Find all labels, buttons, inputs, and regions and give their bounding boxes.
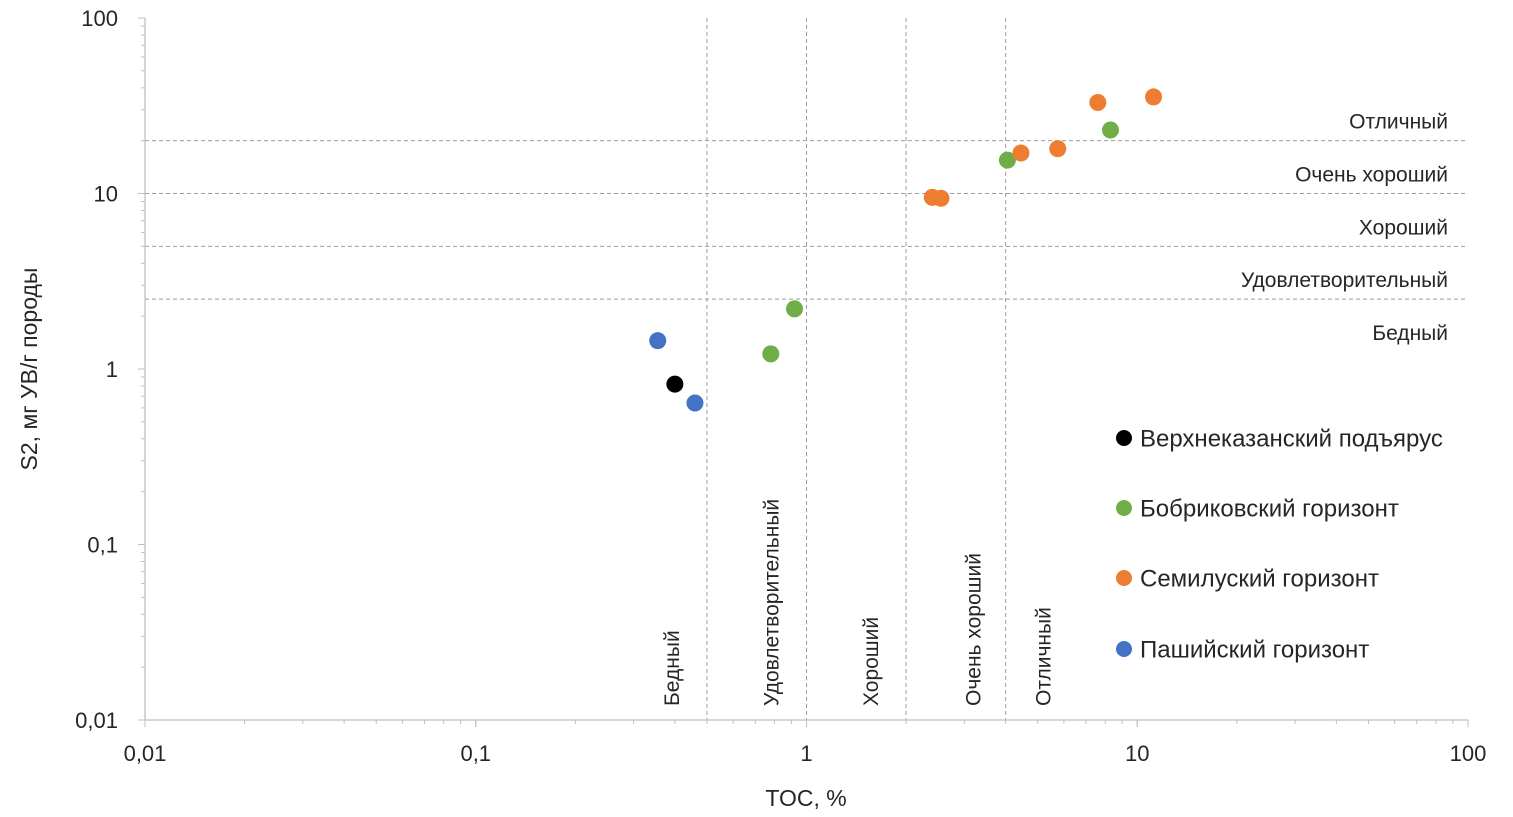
x-tick-label: 1: [800, 741, 812, 766]
y-tick-label: 0,1: [87, 533, 118, 558]
tick-labels: 0,01 0,1 1 10 100 0,01 0,1 1 10 100: [75, 6, 1486, 766]
horizontal-zone-label: Хороший: [1359, 216, 1448, 239]
legend-marker: [1116, 570, 1132, 586]
data-point: [1145, 88, 1163, 106]
zone-labels: Отличный Очень хороший Хороший Удовлетворит…: [661, 111, 1448, 706]
y-tick-label: 1: [106, 357, 118, 382]
x-tick-label: 0,01: [124, 741, 167, 766]
x-axis-title: TOC, %: [765, 785, 846, 811]
data-point: [666, 375, 684, 393]
data-point: [932, 189, 950, 207]
data-point: [686, 394, 704, 412]
legend-marker: [1116, 430, 1132, 446]
data-point: [1089, 94, 1107, 112]
threshold-lines: [145, 18, 1468, 720]
y-tick-label: 100: [81, 6, 118, 31]
data-point: [1101, 121, 1119, 139]
x-tick-label: 100: [1450, 741, 1487, 766]
data-points: [649, 88, 1163, 412]
data-point: [762, 345, 780, 363]
vertical-zone-label: Отличный: [1033, 607, 1056, 706]
horizontal-zone-label: Бедный: [1372, 322, 1448, 345]
legend-label: Пашийский горизонт: [1140, 637, 1369, 664]
vertical-zone-label: Очень хороший: [963, 553, 986, 706]
data-point: [1049, 140, 1067, 158]
y-tick-label: 0,01: [75, 708, 118, 733]
horizontal-zone-label: Удовлетворительный: [1241, 269, 1448, 292]
horizontal-zone-label: Отличный: [1349, 111, 1448, 134]
x-tick-label: 0,1: [460, 741, 491, 766]
x-tick-label: 10: [1125, 741, 1149, 766]
legend-label: Верхнеказанский подъярус: [1140, 426, 1443, 453]
data-point: [1012, 144, 1030, 162]
legend-marker: [1116, 641, 1132, 657]
legend-marker: [1116, 500, 1132, 516]
vertical-zone-label: Бедный: [661, 630, 684, 706]
vertical-zone-label: Хороший: [860, 617, 883, 706]
legend: Верхнеказанский подъярус Бобриковский гор…: [1116, 426, 1443, 664]
vertical-zone-label: Удовлетворительный: [761, 499, 784, 706]
legend-label: Семилуский горизонт: [1140, 566, 1379, 593]
legend-label: Бобриковский горизонт: [1140, 496, 1399, 523]
data-point: [649, 332, 667, 350]
data-point: [786, 300, 804, 318]
y-axis-title: S2, мг УВ/г породы: [16, 268, 42, 471]
minor-ticks: [138, 17, 1469, 727]
horizontal-zone-label: Очень хороший: [1295, 164, 1448, 187]
data-point: [998, 151, 1016, 169]
y-tick-label: 10: [94, 182, 118, 207]
